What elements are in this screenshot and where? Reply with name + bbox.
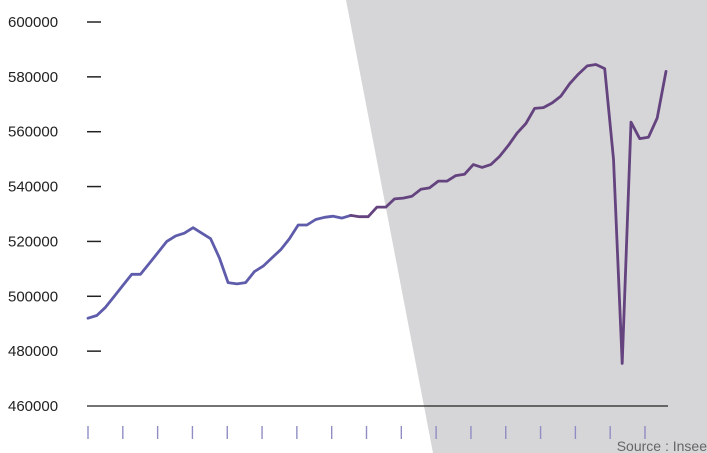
y-tick-label: 600000: [8, 14, 58, 31]
y-tick-label: 580000: [8, 69, 58, 86]
y-tick-label: 560000: [8, 124, 58, 141]
series-line-before: [86, 214, 353, 320]
series-line-after: [349, 63, 668, 365]
x-axis-ticks: [87, 426, 646, 439]
y-tick-label: 520000: [8, 233, 58, 250]
y-tick-label: 480000: [8, 343, 58, 360]
y-axis: 600000 580000 560000 540000 520000 500000 4800…: [8, 14, 101, 415]
background-shape: [346, 0, 707, 453]
y-tick-label: 540000: [8, 179, 58, 196]
y-tick-label: 500000: [8, 288, 58, 305]
source-note: Source : Insee: [616, 438, 707, 453]
y-tick-label: 460000: [8, 398, 58, 415]
